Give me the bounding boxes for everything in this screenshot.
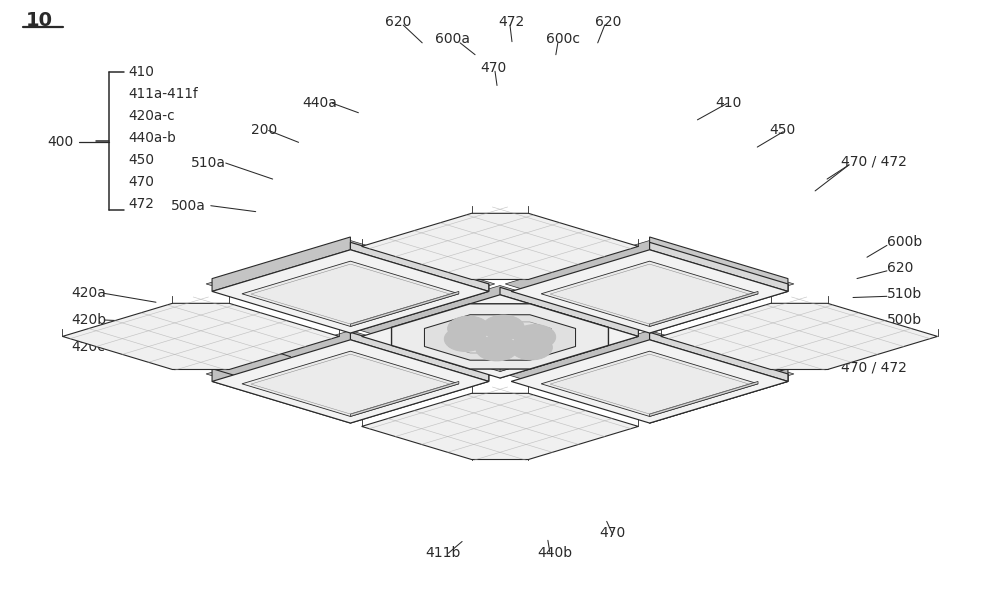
Text: 620: 620 [385, 14, 412, 29]
Polygon shape [206, 240, 495, 327]
Text: 470: 470 [600, 525, 626, 540]
Polygon shape [650, 242, 788, 292]
Text: 600d: 600d [229, 341, 264, 355]
Text: 470: 470 [128, 175, 154, 189]
Polygon shape [212, 369, 350, 423]
Text: 620: 620 [887, 261, 913, 275]
Text: 420a: 420a [71, 286, 106, 300]
Polygon shape [650, 333, 788, 381]
Polygon shape [242, 351, 459, 416]
Polygon shape [212, 340, 489, 423]
Polygon shape [62, 303, 339, 369]
Polygon shape [356, 286, 644, 372]
Polygon shape [505, 330, 794, 417]
Polygon shape [650, 381, 758, 416]
Text: 420a-c: 420a-c [128, 109, 175, 123]
Text: 420c: 420c [71, 340, 105, 353]
Text: 500b: 500b [887, 313, 922, 327]
Text: 411b: 411b [425, 546, 461, 560]
Polygon shape [650, 284, 788, 333]
Polygon shape [511, 340, 788, 423]
Text: 600a: 600a [435, 32, 470, 46]
Polygon shape [541, 261, 758, 327]
Polygon shape [541, 351, 758, 416]
Text: 510b: 510b [887, 287, 922, 301]
Polygon shape [650, 237, 788, 292]
Polygon shape [511, 250, 788, 333]
Polygon shape [500, 336, 608, 371]
Text: 600b: 600b [887, 235, 922, 249]
Circle shape [448, 316, 490, 341]
Circle shape [514, 324, 556, 349]
Text: 600c: 600c [546, 32, 580, 46]
Polygon shape [350, 242, 489, 292]
Polygon shape [242, 261, 459, 327]
Text: 450: 450 [769, 124, 796, 137]
Text: 510a: 510a [191, 156, 226, 170]
Text: 440a-b: 440a-b [128, 131, 176, 145]
Polygon shape [212, 250, 489, 333]
Text: 411a-411f: 411a-411f [128, 87, 198, 101]
Text: 620: 620 [595, 14, 621, 29]
Text: 10: 10 [25, 11, 52, 30]
Text: 470: 470 [480, 61, 506, 75]
Text: 472: 472 [498, 14, 524, 29]
Text: 440b: 440b [537, 546, 572, 560]
Text: 420b: 420b [71, 313, 106, 327]
Text: 470 / 472: 470 / 472 [841, 361, 907, 374]
Text: 450: 450 [128, 153, 154, 167]
Polygon shape [362, 393, 638, 459]
Polygon shape [650, 292, 758, 327]
Polygon shape [350, 381, 459, 416]
Polygon shape [212, 237, 350, 292]
Text: 400: 400 [47, 134, 74, 149]
Text: 500a: 500a [171, 199, 206, 212]
Circle shape [444, 327, 486, 352]
Polygon shape [505, 240, 794, 327]
Polygon shape [650, 369, 788, 423]
Circle shape [510, 335, 552, 360]
Polygon shape [424, 315, 576, 360]
Polygon shape [661, 303, 938, 369]
Text: 620: 620 [246, 320, 272, 334]
Text: 470 / 472: 470 / 472 [841, 154, 907, 168]
Polygon shape [392, 306, 608, 371]
Polygon shape [350, 292, 459, 327]
Polygon shape [500, 287, 638, 336]
Polygon shape [500, 329, 638, 378]
Circle shape [476, 336, 518, 361]
Polygon shape [350, 284, 489, 333]
Polygon shape [350, 333, 489, 381]
Polygon shape [362, 295, 638, 378]
Text: 440a: 440a [303, 96, 337, 110]
Text: 472: 472 [128, 197, 154, 211]
Polygon shape [392, 304, 608, 369]
Polygon shape [650, 374, 788, 423]
Text: 410: 410 [128, 65, 154, 80]
Text: 200: 200 [251, 124, 277, 137]
Polygon shape [350, 374, 489, 423]
Polygon shape [206, 330, 495, 417]
Circle shape [482, 315, 524, 340]
Text: 410: 410 [715, 96, 742, 110]
Polygon shape [362, 214, 638, 280]
